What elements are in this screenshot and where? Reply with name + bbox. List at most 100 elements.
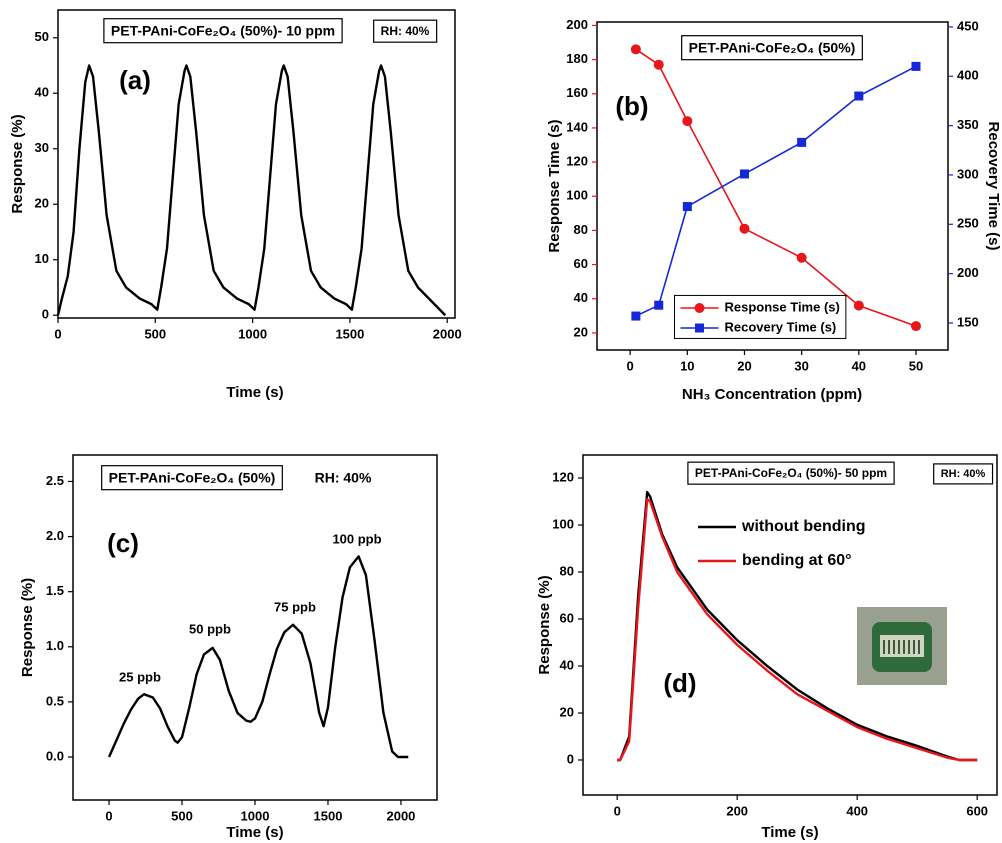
y2-tick-label: 300 (957, 166, 979, 181)
annotation: 100 ppb (332, 531, 381, 546)
marker (654, 300, 664, 310)
y2-tick-label: 200 (957, 265, 979, 280)
x-tick-label: 50 (909, 358, 923, 373)
plot-frame (57, 9, 456, 319)
y-tick-label: 60 (574, 256, 588, 271)
x-tick-label: 500 (171, 808, 193, 823)
legend-label: bending at 60° (742, 552, 852, 569)
x-tick-label: 40 (852, 358, 866, 373)
x-tick-label: 1000 (241, 808, 270, 823)
legend-label: without bending (741, 518, 866, 535)
annotation: (b) (615, 91, 648, 121)
y-axis-label: Response Time (s) (546, 119, 563, 252)
annotation: 75 ppb (274, 599, 316, 614)
y-tick-label: 2.0 (46, 528, 64, 543)
marker (682, 116, 693, 127)
y2-tick-label: 250 (957, 216, 979, 231)
y-tick-label: 2.5 (46, 473, 64, 488)
x-tick-label: 0 (54, 326, 61, 341)
y2-axis-label: Recovery Time (s) (985, 122, 1002, 251)
y-tick-label: 200 (566, 17, 588, 32)
marker (630, 44, 641, 55)
y-tick-label: 120 (566, 154, 588, 169)
series-line (56, 64, 447, 317)
y-tick-label: 0 (42, 307, 49, 322)
marker (739, 169, 749, 179)
y-tick-label: 20 (35, 196, 49, 211)
y-tick-label: 100 (552, 516, 574, 531)
y-axis-label: Response (%) (536, 575, 553, 674)
y-tick-label: 30 (35, 140, 49, 155)
panel: 0 10 20 30 40 50 20 40 60 80 100 120 140 160 180 200 150… (546, 17, 1002, 403)
x-axis-label: NH₃ Concentration (ppm) (682, 386, 862, 403)
annotation: PET-PAni-CoFe₂O₄ (50%) (689, 40, 856, 56)
marker (796, 252, 807, 263)
legend: without bending bending at 60° (698, 518, 866, 569)
marker (911, 61, 921, 71)
annotation-box (373, 19, 438, 43)
legend-marker (694, 303, 705, 313)
annotation: (c) (107, 528, 139, 558)
x-tick-label: 0 (627, 358, 634, 373)
marker (653, 59, 664, 70)
x-tick-label: 20 (737, 358, 751, 373)
inset-photo (857, 607, 947, 685)
x-tick-label: 30 (794, 358, 808, 373)
y-tick-label: 0.5 (46, 693, 64, 708)
x-tick-label: 2000 (386, 808, 415, 823)
annotation-box (101, 465, 283, 491)
annotation: RH: 40% (941, 468, 986, 480)
legend-label: Recovery Time (s) (725, 319, 837, 334)
annotation-box (103, 18, 343, 44)
marker (682, 202, 692, 212)
x-tick-label: 1000 (238, 326, 267, 341)
x-tick-label: 400 (846, 803, 868, 818)
y-tick-label: 20 (560, 704, 574, 719)
annotation: PET-PAni-CoFe₂O₄ (50%)- 10 ppm (111, 23, 335, 39)
y-tick-label: 40 (560, 657, 574, 672)
legend-label: Response Time (s) (725, 299, 840, 314)
series-line (635, 48, 917, 327)
y-axis-label: Response (%) (9, 114, 26, 213)
plot-frame (72, 454, 438, 801)
annotation-box (687, 461, 895, 485)
annotation-box (933, 463, 994, 485)
legend: Response Time (s) Recovery Time (s) (674, 294, 847, 339)
annotation: RH: 40% (315, 470, 372, 486)
y-tick-label: 80 (574, 222, 588, 237)
marker (739, 223, 750, 234)
x-tick-label: 200 (726, 803, 748, 818)
y-tick-label: 180 (566, 51, 588, 66)
x-tick-label: 600 (966, 803, 988, 818)
y2-tick-label: 450 (957, 18, 979, 33)
annotation: 25 ppb (119, 669, 161, 684)
y2-tick-label: 350 (957, 117, 979, 132)
y-tick-label: 40 (574, 290, 588, 305)
y2-tick-label: 150 (957, 314, 979, 329)
annotation: RH: 40% (381, 24, 430, 38)
x-tick-label: 0 (614, 803, 621, 818)
y-tick-label: 120 (552, 469, 574, 484)
panel: 0 200 400 600 0 20 40 60 80 100 120 Time (s) Respons… (536, 454, 998, 841)
x-tick-label: 10 (680, 358, 694, 373)
y2-tick-label: 400 (957, 68, 979, 83)
legend-marker (695, 323, 704, 333)
x-axis-label: Time (s) (226, 824, 283, 841)
marker (910, 321, 921, 332)
plot-frame (596, 21, 949, 351)
panel: 0 500 1000 1500 2000 0.0 0.5 1.0 1.5 2.0 2.5 Time (… (19, 454, 438, 841)
y-tick-label: 50 (35, 29, 49, 44)
annotation-box (681, 35, 863, 61)
y-tick-label: 160 (566, 85, 588, 100)
y-tick-label: 20 (574, 324, 588, 339)
annotation: (a) (119, 65, 151, 95)
x-tick-label: 500 (144, 326, 166, 341)
marker (854, 91, 864, 101)
y-tick-label: 100 (566, 188, 588, 203)
annotation: (d) (663, 668, 696, 698)
y-tick-label: 0.0 (46, 748, 64, 763)
series-line (107, 555, 409, 759)
annotation: PET-PAni-CoFe₂O₄ (50%) (109, 470, 276, 486)
y-tick-label: 1.0 (46, 638, 64, 653)
